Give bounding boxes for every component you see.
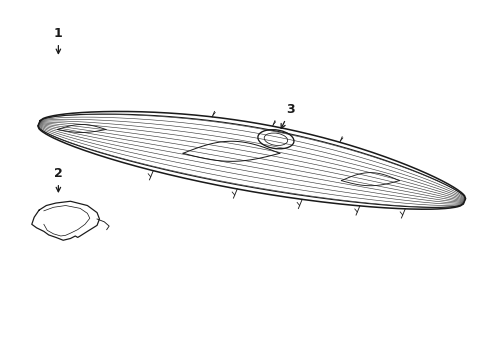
- Text: 3: 3: [281, 103, 294, 129]
- Text: 2: 2: [54, 167, 62, 192]
- Text: 1: 1: [54, 27, 62, 54]
